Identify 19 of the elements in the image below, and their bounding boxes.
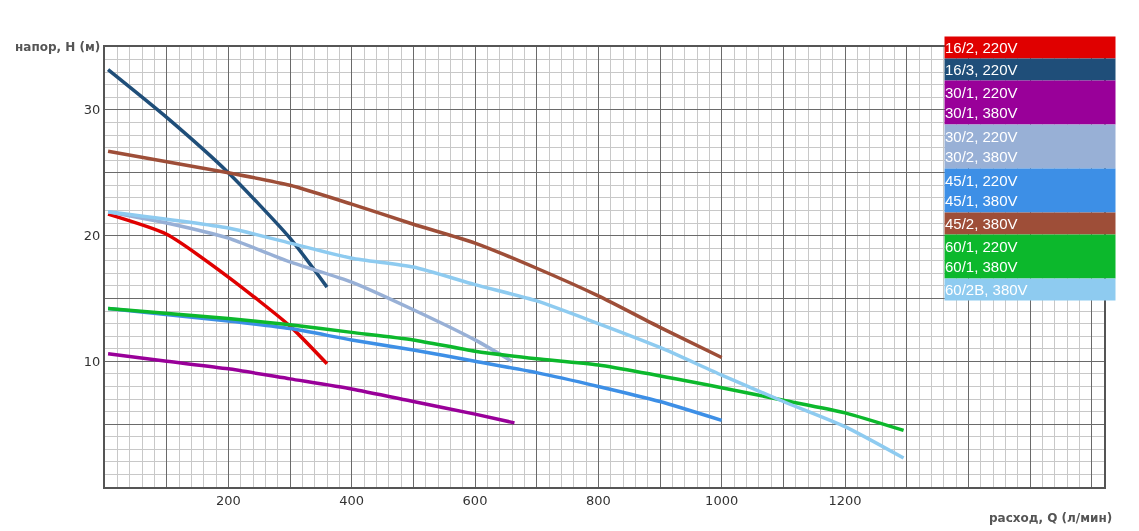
x-axis-title: расход, Q (л/мин) [989,511,1113,525]
y-tick-label: 30 [83,102,101,118]
x-tick-label: 600 [462,492,488,508]
x-tick-label: 1200 [828,492,862,508]
x-tick-label: 800 [585,492,611,508]
text: 45/1, 220V 45/1, 380V [945,172,1018,209]
text: 60/2B, 380V [945,281,1028,298]
y-axis-title: напор, H (м) [15,40,101,54]
text: 45/2, 380V [945,215,1018,232]
x-tick-label: 400 [339,492,365,508]
y-tick-label: 20 [83,228,101,244]
x-tick-label: 1000 [705,492,739,508]
text: 16/2, 220V [945,39,1018,56]
x-tick-label: 200 [215,492,241,508]
text: 30/1, 220V 30/1, 380V [945,84,1018,121]
text: 30/2, 220V 30/2, 380V [945,128,1018,165]
y-tick-label: 10 [83,353,101,369]
text: 16/3, 220V [945,61,1018,78]
text: 60/1, 220V 60/1, 380V [945,238,1018,275]
